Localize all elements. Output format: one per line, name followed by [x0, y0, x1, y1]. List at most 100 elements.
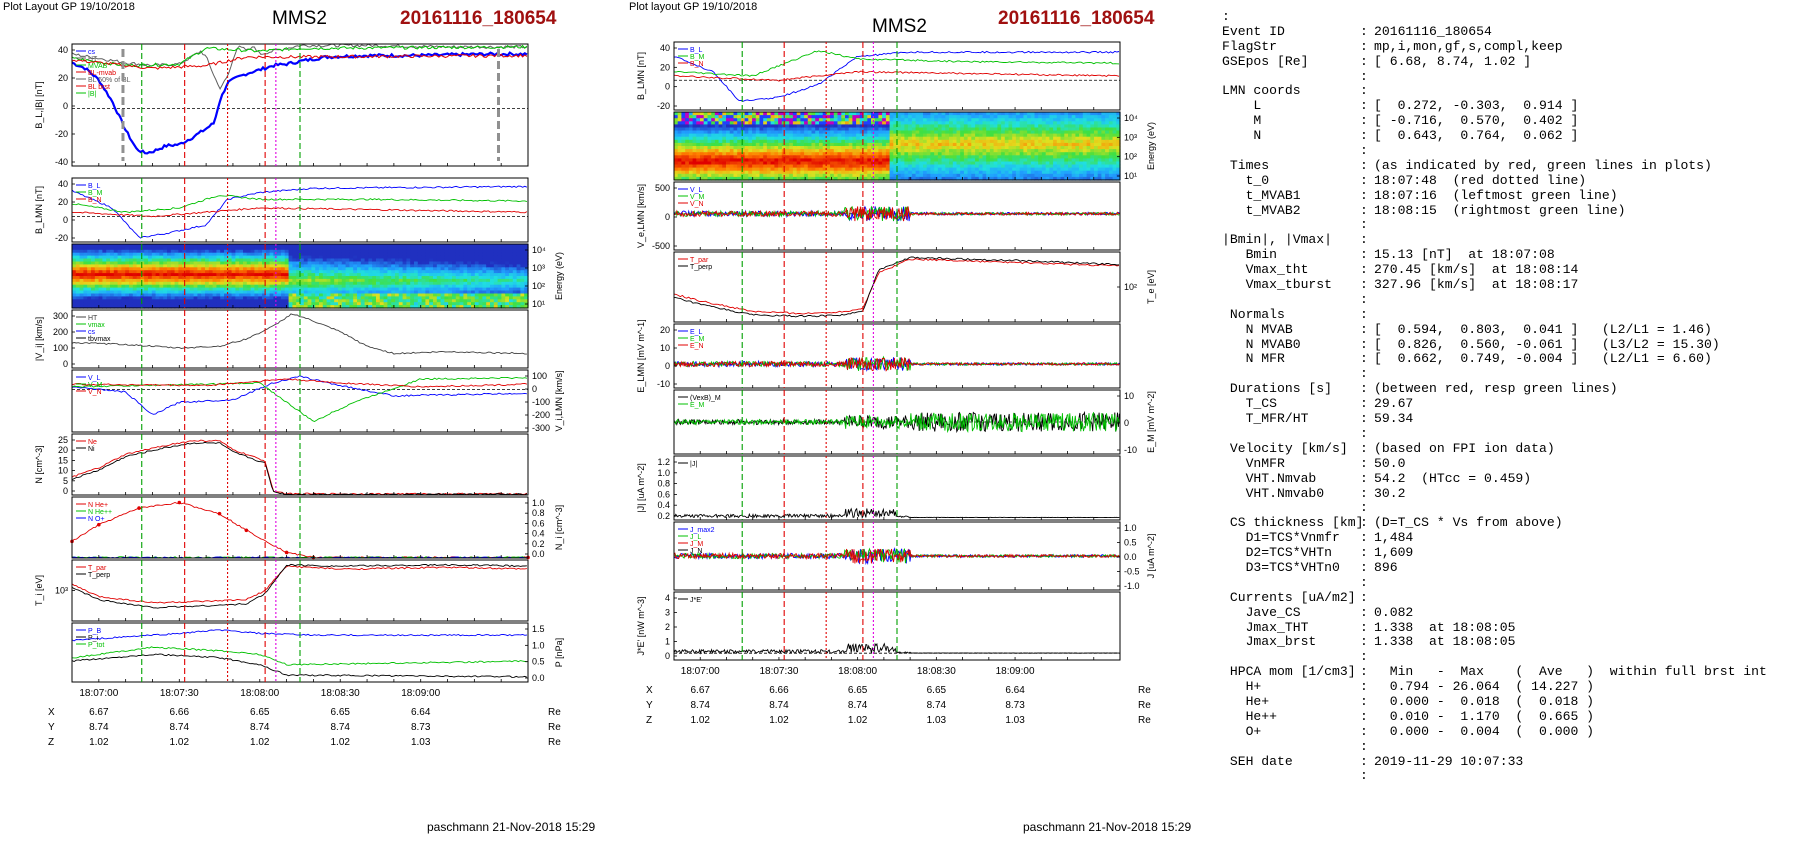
spectrogram-cell — [189, 296, 195, 300]
spectrogram-cell — [79, 293, 84, 297]
spectrogram-cell — [785, 155, 790, 159]
spectrogram-cell — [102, 287, 107, 292]
spectrogram-cell — [945, 167, 950, 172]
spectrogram-cell — [733, 130, 738, 135]
spectrogram-cell — [978, 164, 984, 169]
spectrogram-cell — [759, 121, 764, 125]
spectrogram-cell — [163, 302, 168, 306]
y-axis-label: B_L,|B| [nT] — [34, 81, 44, 128]
spectrogram-cell — [227, 305, 233, 309]
spectrogram-cell — [155, 293, 160, 297]
spectrogram-cell — [497, 261, 502, 265]
spectrogram-cell — [231, 249, 236, 254]
legend-entry: V_N — [88, 389, 102, 396]
spectrogram-cell — [132, 290, 138, 294]
spectrogram-cell — [448, 278, 453, 283]
spectrogram-cell — [113, 302, 119, 306]
spectrogram-cell — [781, 152, 787, 156]
spectrogram-cell — [265, 287, 271, 292]
spectrogram-cell — [106, 278, 111, 283]
spectrogram-cell — [440, 273, 445, 277]
spectrogram-cell — [796, 118, 801, 122]
spectrogram-cell — [87, 299, 92, 303]
spectrogram-cell — [819, 133, 824, 138]
spectrogram-cell — [474, 270, 480, 274]
spectrogram-cell — [360, 296, 366, 300]
spectrogram-cell — [410, 264, 415, 268]
spectrogram-cell — [930, 176, 935, 181]
spectrogram-cell — [91, 290, 96, 294]
spectrogram-cell — [490, 273, 495, 277]
spectrogram-cell — [178, 258, 183, 262]
spectrogram-cell — [859, 124, 865, 129]
spectrogram-cell — [330, 281, 335, 286]
spectrogram-cell — [243, 270, 248, 274]
spectrogram-cell — [740, 164, 746, 169]
spectrogram-cell — [98, 302, 103, 306]
spectrogram-cell — [398, 293, 404, 297]
spectrogram-cell — [186, 252, 191, 257]
spectrogram-cell — [281, 244, 286, 248]
spectrogram-cell — [711, 124, 716, 129]
spectrogram-cell — [87, 252, 92, 257]
spectrogram-cell — [311, 281, 316, 286]
spectrogram-cell — [368, 290, 373, 294]
spectrogram-cell — [501, 246, 506, 251]
spectrogram-cell — [326, 287, 331, 292]
spectrogram-cell — [197, 284, 202, 289]
spectrogram-cell — [956, 112, 961, 116]
spectrogram-cell — [98, 267, 103, 271]
spectrogram-cell — [677, 158, 682, 163]
spectrogram-cell — [220, 246, 225, 251]
spectrogram-cell — [391, 255, 396, 260]
spectrogram-cell — [136, 264, 141, 268]
spectrogram-cell — [516, 264, 521, 268]
spectrogram-cell — [722, 146, 727, 150]
spectrogram-cell — [148, 276, 153, 280]
spectrogram-cell — [258, 244, 263, 248]
spectrogram-cell — [307, 261, 312, 265]
spectrogram-cell — [163, 281, 168, 286]
spectrogram-cell — [889, 121, 894, 125]
spectrogram-cell — [170, 273, 176, 277]
spectrogram-cell — [311, 302, 316, 306]
spectrogram-cell — [353, 252, 358, 257]
spectrogram-cell — [303, 281, 309, 286]
spectrogram-cell — [353, 246, 358, 251]
spectrogram-cell — [703, 118, 708, 122]
spectrogram-cell — [982, 152, 987, 156]
spectrogram-cell — [830, 112, 835, 116]
spectrogram-cell — [148, 261, 153, 265]
y-tick-label: 40 — [58, 179, 68, 189]
spectrogram-cell — [212, 305, 217, 309]
spectrogram-cell — [296, 244, 301, 248]
spectrogram-cell — [766, 136, 772, 141]
spectrogram-cell — [144, 252, 149, 257]
spectrogram-cell — [334, 290, 339, 294]
spectrogram-cell — [421, 276, 426, 280]
spectrogram-cell — [269, 246, 274, 251]
spectrogram-cell — [452, 281, 457, 286]
y-tick-label: 40 — [660, 43, 670, 53]
spectrogram-cell — [421, 267, 426, 271]
spectrogram-cell — [455, 299, 461, 303]
spectrogram-cell — [102, 264, 107, 268]
spectrogram-cell — [277, 244, 282, 248]
spectrogram-cell — [106, 261, 111, 265]
spectrogram-cell — [208, 299, 214, 303]
spectrogram-cell — [383, 252, 388, 257]
spectrogram-cell — [900, 161, 905, 166]
spectrogram-cell — [882, 152, 887, 156]
spectrogram-cell — [956, 158, 961, 163]
spectrogram-cell — [372, 281, 377, 286]
spectrogram-cell — [852, 173, 857, 178]
spectrogram-cell — [83, 258, 88, 262]
spectrogram-cell — [975, 139, 980, 144]
spectrogram-cell — [364, 264, 369, 268]
spectrogram-cell — [926, 176, 931, 181]
spectrogram-cell — [91, 299, 96, 303]
spectrogram-cell — [277, 261, 282, 265]
spectrogram-cell — [497, 255, 502, 260]
spectrogram-cell — [455, 284, 461, 289]
spectrogram-cell — [87, 276, 92, 280]
